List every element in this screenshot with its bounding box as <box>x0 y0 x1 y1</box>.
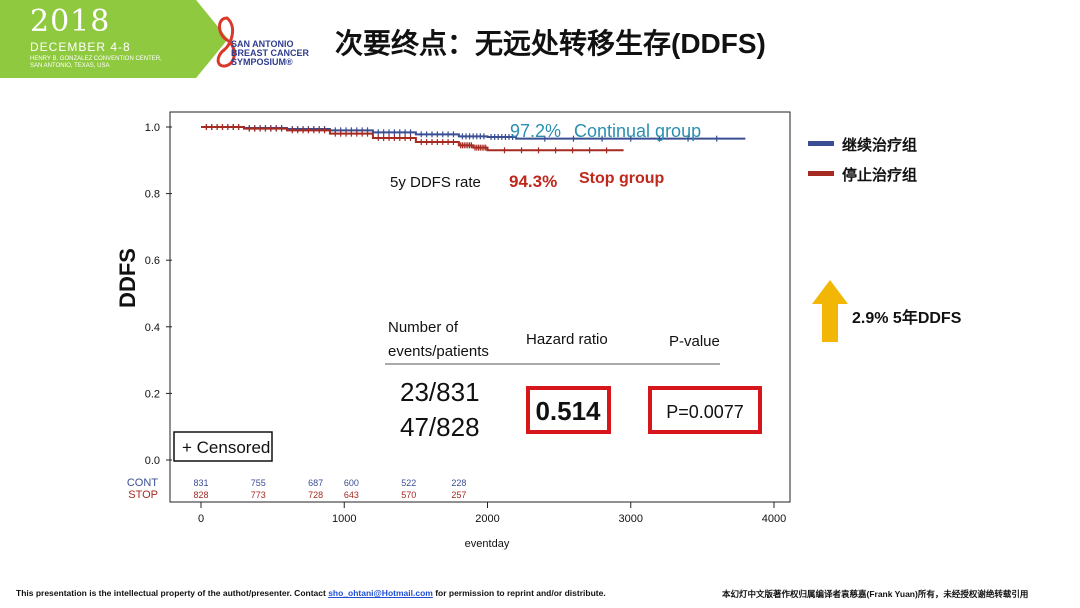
y-axis: 0.0 0.2 0.4 0.6 0.8 1.0 <box>145 122 172 467</box>
risk-value: 522 <box>401 478 416 488</box>
censored-box <box>173 431 273 462</box>
risk-value: 828 <box>193 490 208 500</box>
legend-continue: 继续治疗组 <box>842 137 918 154</box>
legend-swatch-stop <box>808 171 834 176</box>
sabcs-ribbon-icon <box>216 16 236 68</box>
hazard-ratio-value: 0.514 <box>535 396 601 426</box>
x-tick-label: 4000 <box>762 513 786 525</box>
y-tick-label: 1.0 <box>145 122 160 134</box>
risk-value: 600 <box>344 478 359 488</box>
risk-value: 643 <box>344 490 359 500</box>
p-value-value: P=0.0077 <box>666 402 744 422</box>
risk-value: 570 <box>401 490 416 500</box>
risk-value: 687 <box>308 478 323 488</box>
footer-translation-note: 本幻灯中文版著作权归属编译者袁慈嘉(Frank Yuan)所有，未经授权谢绝转载… <box>722 589 1029 599</box>
risk-value: 728 <box>308 490 323 500</box>
stop-rate-label: 94.3% <box>509 172 557 191</box>
risk-value: 228 <box>451 478 466 488</box>
legend-swatch-continue <box>808 141 834 146</box>
stats-col3-header: P-value <box>669 333 720 350</box>
risk-row-label: CONT <box>127 477 158 489</box>
footer-text-1: This presentation is the intellectual pr… <box>16 588 329 598</box>
footer-text-2: for permission to reprint and/or distrib… <box>432 588 606 598</box>
banner-venue-line1: HENRY B. GONZALEZ CONVENTION CENTER, <box>30 56 162 62</box>
x-tick-label: 3000 <box>619 513 643 525</box>
banner-year: 2018 <box>30 4 111 39</box>
x-tick-label: 1000 <box>332 513 356 525</box>
continue-group-label: Continual group <box>574 121 701 141</box>
x-axis-label: eventday <box>465 538 510 550</box>
contact-email-link[interactable]: sho_ohtani@Hotmail.com <box>328 588 433 598</box>
slide-title: 次要终点：无远处转移生存(DDFS) <box>335 28 766 59</box>
continue-rate-label: 97.2% <box>510 121 561 141</box>
sabcs-line2: BREAST CANCER <box>231 48 310 58</box>
congress-banner: 2018 DECEMBER 4-8 HENRY B. GONZALEZ CONV… <box>0 0 228 78</box>
censored-label: + Censored <box>182 438 270 457</box>
stop-group-label: Stop group <box>579 170 665 187</box>
y-tick-label: 0.0 <box>145 455 160 467</box>
x-tick-label: 2000 <box>475 513 499 525</box>
x-tick-label: 0 <box>198 513 204 525</box>
sabcs-logo-text: SAN ANTONIO BREAST CANCER SYMPOSIUM® <box>231 40 309 67</box>
banner-venue-line2: SAN ANTONIO, TEXAS, USA <box>30 63 110 69</box>
x-axis: 0 1000 2000 3000 4000 <box>198 502 786 525</box>
plot-border <box>169 111 791 503</box>
y-tick-label: 0.2 <box>145 388 160 400</box>
rate-label: 5y DDFS rate <box>390 174 481 191</box>
banner-venue: HENRY B. GONZALEZ CONVENTION CENTER, SAN… <box>30 56 180 70</box>
p-value-box <box>648 386 762 434</box>
up-arrow-icon <box>812 280 848 342</box>
stats-col2-header: Hazard ratio <box>526 331 608 348</box>
y-axis-label: DDFS <box>115 248 140 308</box>
y-tick-label: 0.8 <box>145 189 160 201</box>
footer-copyright: This presentation is the intellectual pr… <box>16 588 606 598</box>
stats-col1-header-1: Number of <box>388 319 459 336</box>
y-tick-label: 0.6 <box>145 255 160 267</box>
ddfs-difference-label: 2.9% 5年DDFS <box>852 310 962 327</box>
risk-value: 257 <box>451 490 466 500</box>
chart-frame <box>169 111 791 503</box>
risk-value: 773 <box>251 490 266 500</box>
sabcs-line1: SAN ANTONIO <box>231 39 294 49</box>
risk-table: CONT 831 755 687 600 522 228 STOP 828 773 728 643 57… <box>127 477 467 501</box>
banner-dates: DECEMBER 4-8 <box>30 40 131 54</box>
risk-value: 831 <box>193 478 208 488</box>
risk-row-label: STOP <box>128 489 158 501</box>
stats-col1-header-2: events/patients <box>388 343 489 360</box>
risk-value: 755 <box>251 478 266 488</box>
hazard-ratio-box <box>526 386 611 434</box>
legend-stop: 停止治疗组 <box>842 167 918 184</box>
stop-events: 47/828 <box>400 412 480 442</box>
cont-events: 23/831 <box>400 377 480 407</box>
sabcs-line3: SYMPOSIUM® <box>231 57 293 67</box>
survival-curves <box>201 124 746 154</box>
y-tick-label: 0.4 <box>145 322 160 334</box>
